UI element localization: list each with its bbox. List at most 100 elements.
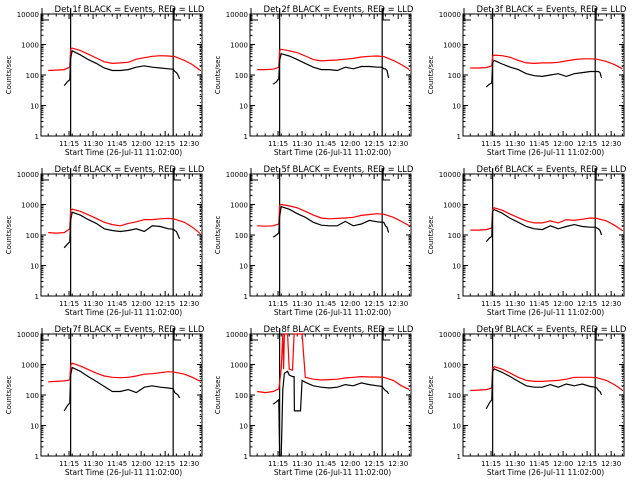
x-axis-label: Start Time (26-Jul-11 11:02:00) [65,308,182,317]
y-tick-label: 10000 [226,331,248,339]
y-tick-label: 10000 [17,11,39,19]
y-tick-label: 10 [30,103,39,111]
series-events-black [63,211,181,249]
y-axis-label: Counts/sec [5,216,13,255]
y-tick-label: 10000 [226,11,248,19]
x-tick-label: 12:30 [388,460,408,468]
y-tick-label: 1000 [230,202,248,210]
y-tick-label: 1 [457,133,461,141]
panel-title: Det 9f BLACK = Events, RED = LLD [477,325,627,335]
interval-bracket [41,328,49,341]
series-events-black [485,368,603,410]
x-tick-label: 12:00 [340,460,360,468]
y-tick-label: 1000 [443,362,461,370]
x-tick-label: 12:30 [601,140,621,148]
x-tick-label: 11:45 [529,300,549,308]
x-tick-label: 11:45 [107,300,127,308]
y-tick-label: 1000 [21,202,39,210]
detector-panel-6: 1 10 100 1000 10000 11:15 11:30 11:45 12:00 12:15… [427,165,627,317]
y-tick-label: 1 [457,453,461,461]
interval-bracket [382,8,391,21]
plot-frame [249,13,412,137]
panel-title: Det 4f BLACK = Events, RED = LLD [55,165,205,175]
x-tick-label: 11:30 [83,140,103,148]
series-lld-red [470,54,623,70]
x-axis-label: Start Time (26-Jul-11 11:02:00) [65,148,182,157]
y-tick-label: 10000 [17,331,39,339]
x-tick-label: 11:15 [59,140,79,148]
x-tick-label: 12:15 [577,300,597,308]
y-tick-label: 1000 [21,362,39,370]
series-events-black [63,49,181,86]
x-tick-label: 11:30 [292,300,312,308]
y-axis-label: Counts/sec [5,376,13,415]
x-tick-label: 12:00 [131,300,151,308]
detector-panel-9: 1 10 100 1000 10000 11:15 11:30 11:45 12:00 12:15… [427,325,627,477]
interval-bracket [250,328,258,341]
x-tick-label: 12:15 [577,140,597,148]
y-tick-label: 1 [35,133,39,141]
x-tick-label: 11:15 [59,300,79,308]
y-tick-label: 1000 [230,42,248,50]
y-tick-label: 10000 [226,171,248,179]
x-tick-label: 12:30 [179,140,199,148]
y-tick-label: 10 [30,423,39,431]
plot-frame [249,173,412,297]
y-axis-label: Counts/sec [427,216,435,255]
x-tick-label: 12:15 [577,460,597,468]
y-tick-label: 1000 [21,42,39,50]
plot-frame [462,13,625,137]
x-tick-label: 12:00 [553,300,573,308]
y-tick-label: 100 [235,392,248,400]
detector-panel-3: 1 10 100 1000 10000 11:15 11:30 11:45 12:00 12:15… [427,5,627,157]
panel-title: Det 6f BLACK = Events, RED = LLD [477,165,627,175]
y-tick-label: 1 [244,453,248,461]
y-tick-label: 10000 [439,171,461,179]
x-tick-label: 11:15 [481,460,501,468]
y-axis-label: Counts/sec [427,376,435,415]
y-tick-label: 100 [26,232,39,240]
x-tick-label: 11:45 [529,460,549,468]
x-tick-label: 12:30 [388,140,408,148]
x-tick-label: 12:15 [364,460,384,468]
y-tick-label: 100 [235,72,248,80]
y-tick-label: 10000 [17,171,39,179]
detector-panel-7: 1 10 100 1000 10000 11:15 11:30 11:45 12:00 12:15… [5,325,205,477]
interval-bracket [41,8,49,21]
interval-bracket [41,168,49,181]
y-tick-label: 10 [239,103,248,111]
x-tick-label: 11:30 [505,140,525,148]
y-tick-label: 1000 [443,202,461,210]
series-events-black [63,366,181,412]
y-tick-label: 100 [448,72,461,80]
y-tick-label: 100 [235,232,248,240]
y-tick-label: 10 [239,263,248,271]
x-tick-label: 11:30 [505,460,525,468]
plot-frame [462,173,625,297]
y-tick-label: 100 [448,392,461,400]
x-tick-label: 11:15 [268,460,288,468]
x-tick-label: 12:00 [553,140,573,148]
panel-title: Det 8f BLACK = Events, RED = LLD [264,325,414,335]
x-tick-label: 12:30 [179,460,199,468]
series-events-black [272,370,390,457]
x-tick-label: 12:15 [155,460,175,468]
x-axis-label: Start Time (26-Jul-11 11:02:00) [274,308,391,317]
interval-bracket [173,168,182,181]
panel-title: Det 2f BLACK = Events, RED = LLD [264,5,414,15]
x-tick-label: 12:15 [155,140,175,148]
x-tick-label: 12:00 [340,300,360,308]
x-axis-label: Start Time (26-Jul-11 11:02:00) [487,148,604,157]
x-tick-label: 11:30 [83,460,103,468]
interval-bracket [595,168,604,181]
x-tick-label: 11:45 [316,140,336,148]
panel-title: Det 3f BLACK = Events, RED = LLD [477,5,627,15]
x-tick-label: 11:30 [292,460,312,468]
x-axis-label: Start Time (26-Jul-11 11:02:00) [487,468,604,477]
x-tick-label: 12:15 [364,300,384,308]
x-tick-label: 11:15 [268,300,288,308]
y-axis-label: Counts/sec [214,376,222,415]
detector-panel-8: 1 10 100 1000 10000 11:15 11:30 11:45 12:00 12:15… [214,325,414,477]
detector-panel-4: 1 10 100 1000 10000 11:15 11:30 11:45 12:00 12:15… [5,165,205,317]
x-tick-label: 11:15 [481,140,501,148]
